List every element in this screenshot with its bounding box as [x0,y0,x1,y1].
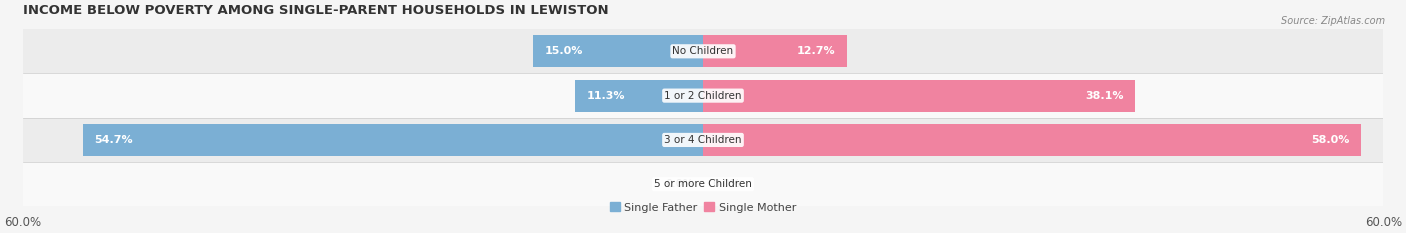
Text: 12.7%: 12.7% [797,46,835,56]
Text: Source: ZipAtlas.com: Source: ZipAtlas.com [1281,16,1385,26]
Bar [703,124,1361,156]
Bar [703,80,1135,112]
Text: 0.0%: 0.0% [665,179,695,189]
Text: 58.0%: 58.0% [1310,135,1350,145]
Bar [703,35,846,67]
Bar [22,73,1384,118]
Bar [22,162,1384,206]
Text: 1 or 2 Children: 1 or 2 Children [664,91,742,101]
Text: 11.3%: 11.3% [586,91,624,101]
Text: INCOME BELOW POVERTY AMONG SINGLE-PARENT HOUSEHOLDS IN LEWISTON: INCOME BELOW POVERTY AMONG SINGLE-PARENT… [22,4,609,17]
Text: 0.0%: 0.0% [711,179,741,189]
Bar [22,29,1384,73]
Text: 3 or 4 Children: 3 or 4 Children [664,135,742,145]
Bar [22,118,1384,162]
Text: No Children: No Children [672,46,734,56]
Text: 15.0%: 15.0% [544,46,582,56]
Text: 54.7%: 54.7% [94,135,132,145]
Text: 38.1%: 38.1% [1085,91,1123,101]
Bar [575,80,703,112]
Bar [533,35,703,67]
Text: 5 or more Children: 5 or more Children [654,179,752,189]
Legend: Single Father, Single Mother: Single Father, Single Mother [606,198,800,217]
Bar [83,124,703,156]
